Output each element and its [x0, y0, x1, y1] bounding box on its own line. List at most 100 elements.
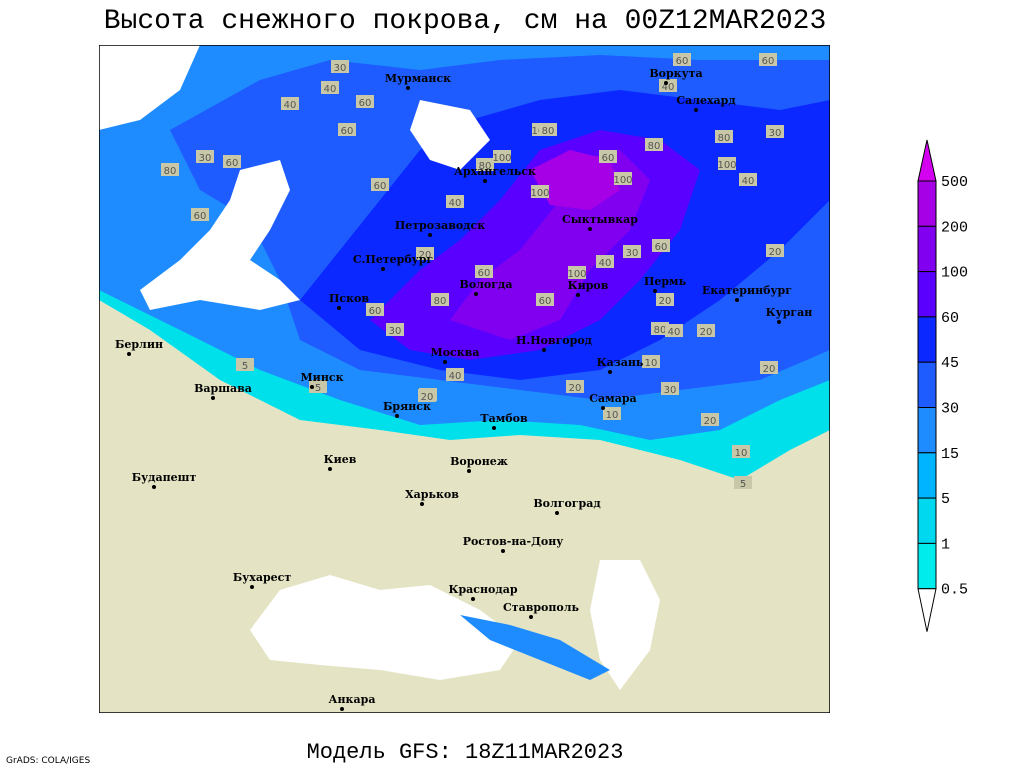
- contour-label-box: [656, 293, 674, 306]
- city-label: Тамбов: [480, 412, 528, 425]
- colorbar-label: 500: [941, 174, 968, 191]
- colorbar-label: 0.5: [941, 582, 968, 599]
- city-label: Брянск: [383, 400, 431, 413]
- city-dot: [735, 298, 739, 302]
- city-label: Краснодар: [448, 583, 517, 596]
- contour-label: 20: [569, 383, 582, 394]
- contour-label: 60: [478, 268, 491, 279]
- city-label: Екатеринбург: [702, 284, 792, 297]
- contour-label-box: [614, 172, 632, 185]
- city-dot: [601, 406, 605, 410]
- city-dot: [501, 549, 505, 553]
- colorbar-label: 30: [941, 401, 959, 418]
- contour-label: 40: [662, 82, 675, 93]
- contour-label-box: [476, 158, 494, 171]
- city-label: Воркута: [649, 67, 702, 80]
- contour-label: 100: [492, 153, 511, 164]
- city-label: С.Петербург: [353, 253, 434, 266]
- contour-label-box: [701, 413, 719, 426]
- contour-label-box: [603, 407, 621, 420]
- city-dot: [127, 352, 131, 356]
- contour-label: 80: [542, 126, 555, 137]
- city-dot: [653, 289, 657, 293]
- colorbar-swatch: [917, 225, 937, 273]
- contour-label: 5: [740, 479, 746, 490]
- contour-label: 20: [704, 416, 717, 427]
- contour-label-box: [596, 255, 614, 268]
- contour-label: 100: [613, 175, 632, 186]
- city-label: Киров: [568, 279, 609, 292]
- map: [99, 45, 830, 713]
- colorbar-swatch: [917, 361, 937, 409]
- city-dot: [471, 597, 475, 601]
- city-dot: [428, 233, 432, 237]
- contour-label-box: [321, 81, 339, 94]
- contour-label-box: [652, 239, 670, 252]
- snow-zone: [460, 615, 610, 680]
- contour-label: 40: [599, 258, 612, 269]
- contour-label-box: [566, 380, 584, 393]
- contour-label-box: [416, 247, 434, 260]
- contour-label-box: [568, 266, 586, 279]
- contour-label-box: [236, 358, 254, 371]
- colorbar-label: 60: [941, 310, 959, 327]
- colorbar-tip: [917, 588, 937, 632]
- city-dot: [588, 227, 592, 231]
- black-sea: [250, 575, 520, 680]
- baltic-sea: [140, 160, 300, 310]
- city-label: Ставрополь: [503, 601, 580, 614]
- city-dot: [395, 414, 399, 418]
- contour-label: 40: [742, 176, 755, 187]
- contour-label: 20: [700, 327, 713, 338]
- contour-label: 30: [664, 385, 677, 396]
- credit: GrADS: COLA/IGES: [6, 756, 90, 766]
- contour-label-box: [371, 178, 389, 191]
- contour-label-box: [759, 53, 777, 66]
- contour-label-box: [338, 123, 356, 136]
- contour-label: 40: [324, 84, 337, 95]
- colorbar-swatch: [917, 407, 937, 454]
- contour-label: 60: [341, 126, 354, 137]
- white-sea: [410, 100, 490, 170]
- city-dot: [474, 292, 478, 296]
- contour-label: 60: [194, 211, 207, 222]
- caspian-sea: [590, 560, 660, 690]
- city-dot: [420, 502, 424, 506]
- contour-label-box: [642, 355, 660, 368]
- city-label: Архангельск: [454, 165, 536, 178]
- contour-label-box: [386, 323, 404, 336]
- contour-label: 100: [717, 160, 736, 171]
- contour-label: 20: [769, 247, 782, 258]
- contour-label: 30: [389, 326, 402, 337]
- contour-label: 5: [315, 383, 321, 394]
- city-dot: [529, 615, 533, 619]
- contour-label-box: [766, 244, 784, 257]
- contour-label-box: [539, 123, 557, 136]
- contour-label: 80: [648, 141, 661, 152]
- contour-label: 20: [421, 392, 434, 403]
- labels: 3040604060306080602060304040801001008040…: [115, 53, 812, 711]
- colorbar-label: 15: [941, 446, 959, 463]
- contour-label: 60: [374, 181, 387, 192]
- city-dot: [310, 385, 314, 389]
- city-label: Салехард: [676, 94, 735, 107]
- contour-label-box: [732, 445, 750, 458]
- colorbar-swatch: [917, 497, 937, 544]
- contour-label: 20: [763, 364, 776, 375]
- city-dot: [381, 267, 385, 271]
- city-dot: [608, 370, 612, 374]
- city-label: Н.Новгород: [516, 334, 592, 347]
- contour-label: 40: [449, 198, 462, 209]
- colorbar-label: 1: [941, 536, 950, 553]
- contour-label-box: [599, 150, 617, 163]
- city-dot: [406, 86, 410, 90]
- city-label: Волгоград: [533, 497, 600, 510]
- contour-label-box: [673, 53, 691, 66]
- contour-label: 60: [762, 56, 775, 67]
- contour-label-box: [446, 195, 464, 208]
- contour-label-box: [536, 293, 554, 306]
- contour-label: 80: [654, 325, 667, 336]
- contour-label: 100: [530, 188, 549, 199]
- city-label: Самара: [589, 392, 636, 405]
- contour-label-box: [659, 79, 677, 92]
